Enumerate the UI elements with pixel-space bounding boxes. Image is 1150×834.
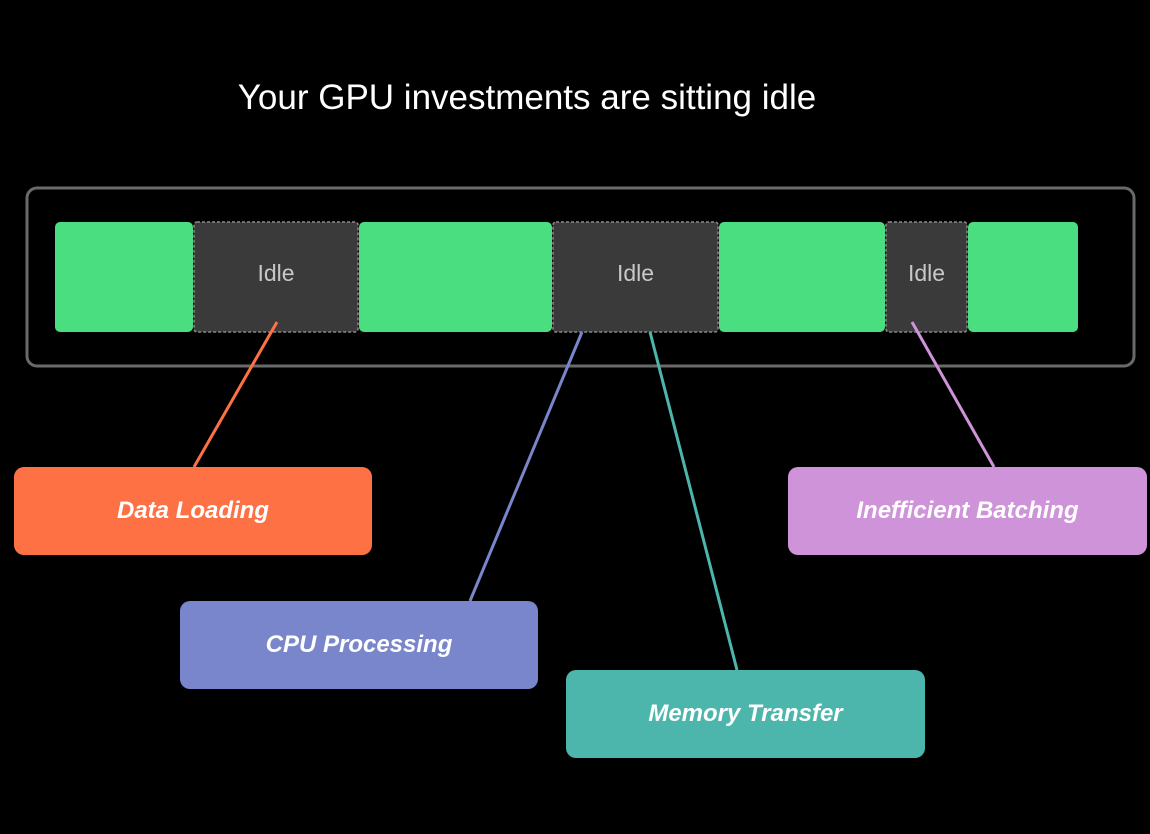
cause-label: Memory Transfer [648, 700, 843, 727]
gpu-busy-segment [719, 222, 885, 332]
cause-label: Data Loading [116, 497, 269, 524]
idle-label: Idle [617, 260, 654, 286]
gpu-busy-segment [968, 222, 1078, 332]
cause-inefficient-batching: Inefficient Batching [788, 467, 1147, 555]
timeline-frame [25, 186, 1136, 368]
page-title: Your GPU investments are sitting idle [237, 78, 817, 117]
gpu-idle-segment [193, 221, 359, 333]
cause-memory-transfer: Memory Transfer [566, 670, 925, 758]
idle-label: Idle [908, 260, 945, 286]
cause-label: Inefficient Batching [856, 497, 1079, 524]
cause-label: CPU Processing [265, 631, 453, 658]
idle-label: Idle [257, 260, 294, 286]
cause-data-loading: Data Loading [14, 467, 372, 555]
connector-memory-transfer [648, 331, 739, 671]
gpu-idle-segment [552, 221, 719, 333]
gpu-busy-segment [55, 222, 193, 332]
connector-inefficient-batching [910, 321, 996, 468]
connector-data-loading [192, 321, 279, 468]
gpu-busy-segment [359, 222, 552, 332]
gpu-idle-segment [885, 221, 968, 333]
connector-cpu-processing [468, 331, 584, 602]
cause-cpu-processing: CPU Processing [180, 601, 538, 689]
